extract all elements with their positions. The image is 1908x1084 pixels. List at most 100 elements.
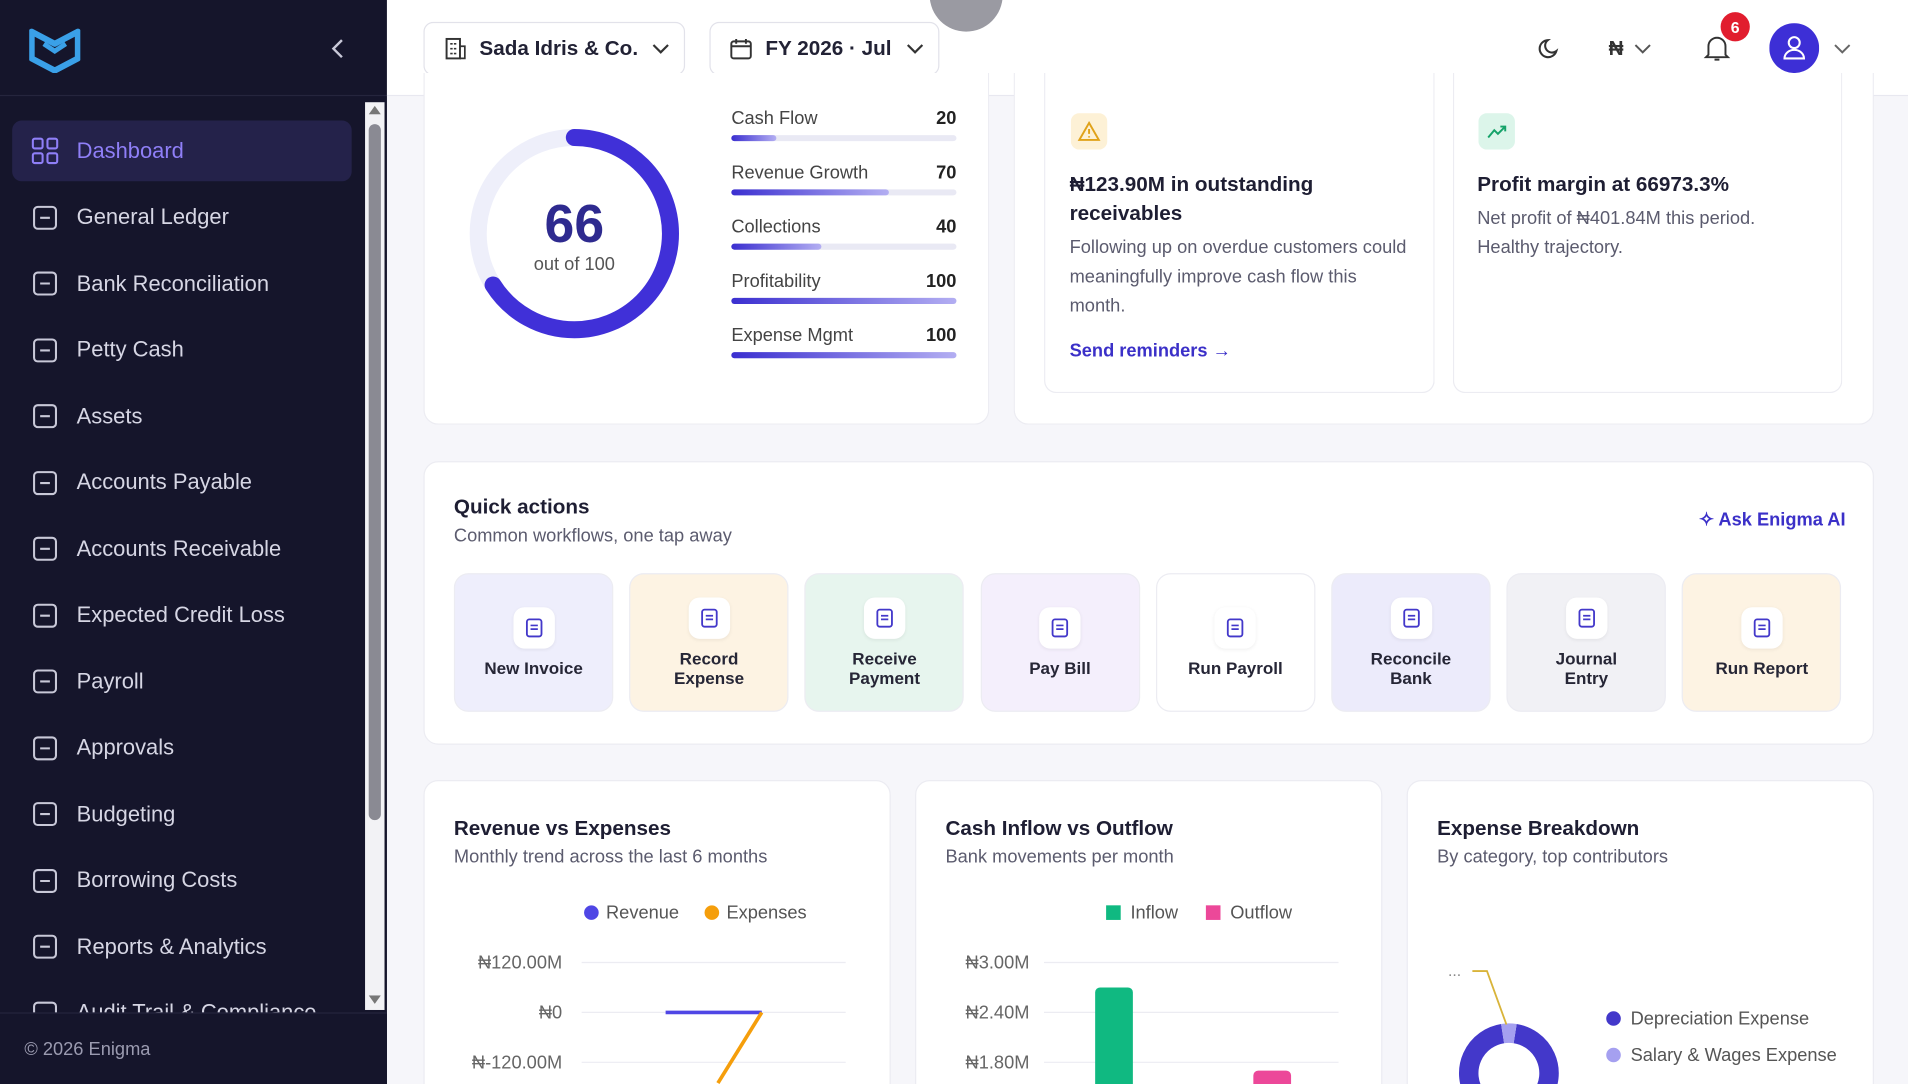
avatar[interactable] [1769,23,1820,74]
nav-icon [33,603,58,628]
action-label[interactable]: Reconcile Bank [1370,648,1452,688]
nav-item[interactable]: Accounts Payable [12,452,351,513]
metric-value: 40 [936,216,956,237]
icon-glyph [1227,618,1244,638]
metric-bar [731,352,957,359]
action-label[interactable]: Record Expense [673,648,745,688]
quick-action[interactable]: Receive Payment [804,573,965,712]
nav-icon [33,536,58,561]
nav-label[interactable]: Petty Cash [76,337,184,362]
nav-item[interactable]: Budgeting [12,784,351,845]
send-reminders-link[interactable]: Send reminders → [1069,340,1231,362]
legend-label: Salary & Wages Expense [1631,1044,1837,1065]
metric-value: 70 [936,161,956,182]
nav-label[interactable]: Budgeting [76,801,176,826]
action-icon [1214,607,1257,649]
nav-label[interactable]: Accounts Payable [76,469,252,495]
nav-icon [33,802,58,827]
quick-action[interactable]: New Invoice [453,573,614,712]
action-label[interactable]: Receive Payment [848,648,921,688]
nav-label[interactable]: Accounts Receivable [76,536,282,561]
nav-item[interactable]: Dashboard [12,120,352,182]
nav-icon [33,470,58,495]
ask-ai-link[interactable]: ✧ Ask Enigma AI [1698,509,1846,531]
action-label[interactable]: New Invoice [484,658,583,678]
logo[interactable] [29,24,81,74]
icon-glyph [1578,608,1595,628]
nav-item[interactable]: Bank Reconciliation [12,253,351,314]
nav-label[interactable]: Bank Reconciliation [76,270,270,296]
nav-item[interactable]: Approvals [12,717,351,778]
y-tick-label: ₦3.00M [966,952,1030,973]
nav-item[interactable]: Expected Credit Loss [12,585,351,646]
nav-item[interactable]: Reports & Analytics [12,916,351,977]
scrollbar[interactable] [365,102,385,1010]
nav-label[interactable]: Expected Credit Loss [76,602,285,627]
insight-card: ₦123.90M in outstanding receivables Foll… [1044,73,1435,394]
nav-label[interactable]: Assets [76,403,143,428]
nav-label[interactable]: Approvals [76,734,175,760]
nav-label[interactable]: Borrowing Costs [76,867,238,892]
chart-card [423,779,891,1084]
nav-label[interactable]: Reports & Analytics [76,933,267,959]
quick-action[interactable]: Record Expense [629,573,789,712]
quick-action[interactable]: Reconcile Bank [1331,573,1491,712]
action-label[interactable]: Run Report [1715,658,1809,678]
nav-item[interactable]: General Ledger [12,187,351,248]
chart-card [915,779,1383,1084]
icon-glyph [876,608,893,628]
nav-item[interactable]: Accounts Receivable [12,518,351,579]
quick-action[interactable]: Journal Entry [1506,573,1667,712]
legend-label: Depreciation Expense [1631,1008,1810,1029]
currency-selector[interactable]: ₦ [1608,36,1624,60]
quick-action[interactable]: Run Payroll [1155,573,1316,712]
bell-icon[interactable] [1703,34,1731,63]
nav-label[interactable]: Payroll [76,668,144,693]
link-text[interactable]: Send reminders [1069,340,1208,362]
insight-card: Profit margin at 66973.3% Net profit of … [1452,73,1843,394]
action-label[interactable]: Run Payroll [1188,658,1283,678]
legend-dot [584,905,599,920]
chart-title: Cash Inflow vs Outflow [945,817,1173,840]
chart-title: Revenue vs Expenses [454,817,671,840]
score-max: 100 [584,254,615,276]
link-text[interactable]: Ask Enigma AI [1718,509,1846,531]
action-label[interactable]: Journal Entry [1555,648,1618,688]
nav-icon [33,868,58,893]
collapse-button[interactable] [329,38,348,60]
quick-action[interactable]: Pay Bill [980,573,1140,712]
nav-label[interactable]: Dashboard [76,138,184,163]
action-icon [1565,597,1608,639]
period-selector[interactable]: FY 2026 · Jul [709,21,940,76]
scroll-up[interactable] [368,105,381,115]
theme-toggle[interactable] [1538,37,1562,61]
chevron [1834,44,1851,54]
nav-item[interactable]: Borrowing Costs [12,850,351,911]
quick-action[interactable]: Run Report [1682,573,1842,712]
trend-icon [1478,113,1515,150]
divider [0,94,387,97]
legend-dot [1606,1011,1621,1026]
action-label[interactable]: Pay Bill [1029,658,1091,678]
nav-label[interactable]: General Ledger [76,204,229,229]
metric-value: 100 [926,324,956,345]
icon-glyph [1051,618,1069,638]
caption-text: out of [533,254,580,276]
metric-bar [731,189,889,196]
nav-item[interactable]: Assets [12,386,351,447]
metric-label: Cash Flow [731,107,818,128]
nav-item[interactable]: Payroll [12,651,351,712]
action-icon [1039,607,1081,649]
close-button[interactable] [929,0,1003,34]
pie-slice [1459,1023,1559,1084]
nav-item[interactable]: Petty Cash [12,319,351,380]
legend-label: Revenue [606,902,679,923]
scroll-down[interactable] [368,995,381,1005]
chevron [906,44,923,54]
metric-label: Profitability [731,270,821,291]
metric-label: Revenue Growth [731,161,868,182]
y-tick-label: ₦2.40M [966,1001,1030,1022]
scroll-thumb[interactable] [368,124,381,821]
chart-subtitle: Bank movements per month [945,846,1173,867]
